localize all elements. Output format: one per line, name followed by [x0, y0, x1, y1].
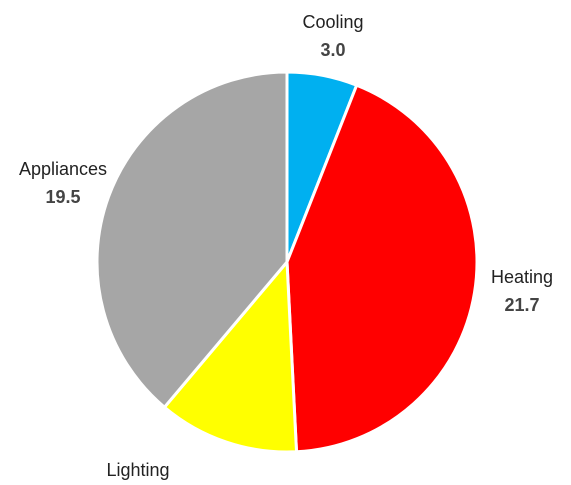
- data-label-value-appliances: 19.5: [45, 187, 80, 207]
- pie-slices: [95, 70, 479, 454]
- data-label-name-appliances: Appliances: [19, 159, 107, 179]
- data-label-name-cooling: Cooling: [302, 12, 363, 32]
- data-label-name-lighting: Lighting: [106, 460, 169, 480]
- pie-labels: Cooling 3.0 Heating 21.7 Lighting Appliances 1…: [19, 12, 553, 480]
- data-label-value-cooling: 3.0: [320, 40, 345, 60]
- pie-slice-lighting: [162, 258, 299, 454]
- pie-slice-appliances: [95, 70, 289, 410]
- pie-slice-heating: [285, 83, 479, 454]
- data-label-value-heating: 21.7: [504, 295, 539, 315]
- data-label-name-heating: Heating: [491, 267, 553, 287]
